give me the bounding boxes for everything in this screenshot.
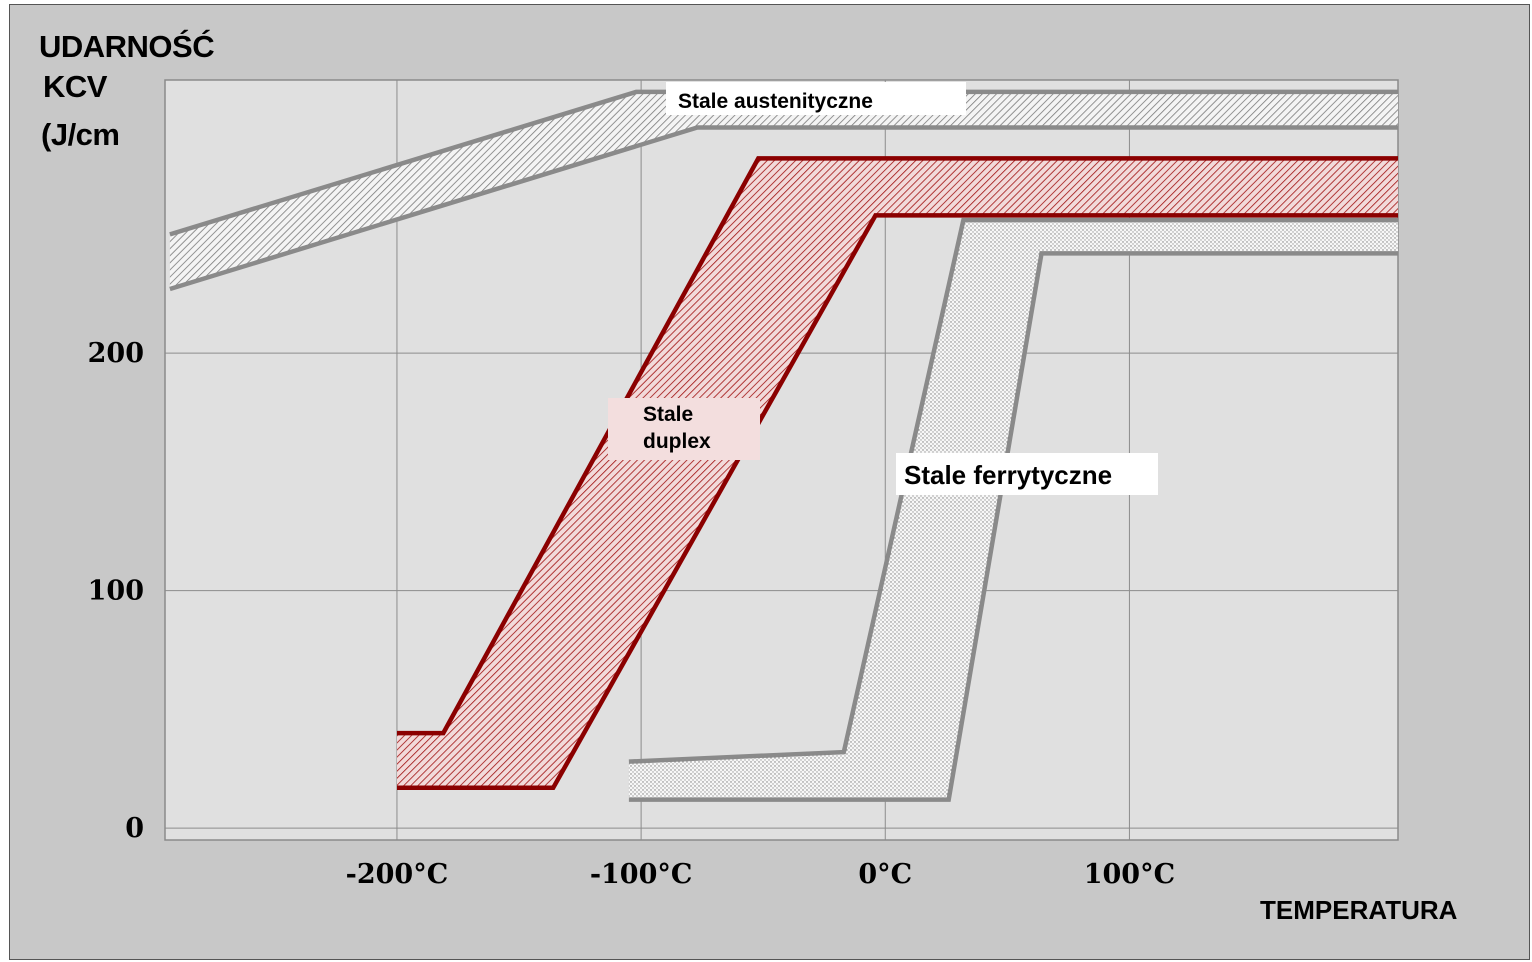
x-tick-label-2: 0°C bbox=[858, 859, 912, 890]
label-duplex-line1: Stale bbox=[643, 403, 693, 426]
x-tick-label-0: -200°C bbox=[346, 859, 449, 890]
band-layer bbox=[169, 89, 1398, 802]
x-tick-label-3: 100°C bbox=[1084, 859, 1175, 890]
chart-frame: -200°C -100°C 0°C 100°C 0 100 200 Stale austen… bbox=[9, 4, 1530, 960]
band-duplex-fill bbox=[397, 158, 1398, 788]
y-axis-title-line1: UDARNOŚĆ bbox=[39, 29, 215, 64]
label-austenitic: Stale austenityczne bbox=[678, 90, 873, 113]
label-ferritic-box bbox=[896, 453, 1158, 495]
band-austenitic-upper-line bbox=[169, 89, 1398, 237]
chart-svg: -200°C -100°C 0°C 100°C 0 100 200 Stale austen… bbox=[88, 79, 1399, 890]
band-duplex-upper-line bbox=[397, 156, 1398, 736]
label-ferritic: Stale ferrytyczne bbox=[904, 460, 1112, 490]
y-tick-label-0: 0 bbox=[125, 813, 144, 844]
x-tick-label-1: -100°C bbox=[590, 859, 693, 890]
label-duplex-line2: duplex bbox=[643, 430, 711, 453]
label-austenitic-box bbox=[666, 82, 966, 115]
y-tick-label-1: 100 bbox=[88, 576, 144, 607]
y-axis-title-line3: (J/cm bbox=[41, 117, 120, 152]
band-austenitic-lower-line bbox=[169, 125, 1398, 292]
band-duplex-lower-line bbox=[397, 213, 1398, 791]
label-layer: Stale austenityczne Stale duplex Stale ferr… bbox=[608, 82, 1158, 495]
band-ferritic-lower-line bbox=[628, 251, 1398, 802]
y-axis-title-line2: KCV bbox=[43, 69, 107, 104]
y-tick-label-2: 200 bbox=[88, 338, 144, 369]
band-ferritic-fill bbox=[628, 220, 1398, 800]
x-axis-title: TEMPERATURA bbox=[1260, 895, 1458, 925]
tick-layer: -200°C -100°C 0°C 100°C 0 100 200 bbox=[88, 338, 1175, 890]
label-duplex-box bbox=[608, 398, 760, 460]
